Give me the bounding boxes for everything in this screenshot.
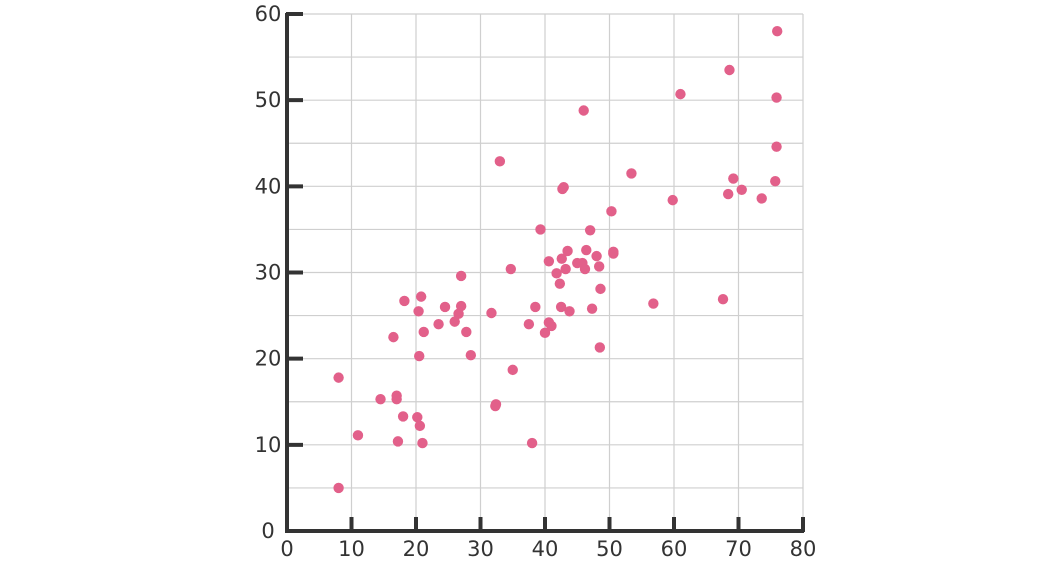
scatter-point bbox=[722, 188, 734, 200]
tick-labels: 0 10 20 30 40 50 60 0 10 20 30 40 50 60 70 80 bbox=[255, 2, 817, 561]
scatter-point bbox=[486, 307, 497, 319]
gridlines bbox=[287, 13, 804, 531]
scatter-point bbox=[418, 326, 429, 338]
scatter-point bbox=[728, 173, 739, 184]
scatter-point bbox=[772, 26, 783, 37]
x-tick-label: 0 bbox=[280, 537, 293, 561]
scatter-point bbox=[546, 320, 557, 332]
scatter-point bbox=[736, 184, 747, 195]
x-tick-label: 40 bbox=[532, 537, 559, 561]
scatter-point bbox=[507, 364, 518, 376]
scatter-point bbox=[392, 436, 404, 447]
y-tick-label: 10 bbox=[255, 433, 282, 457]
scatter-point bbox=[608, 246, 619, 258]
scatter-point bbox=[594, 342, 606, 353]
scatter-point bbox=[578, 105, 589, 116]
scatter-point bbox=[352, 430, 364, 441]
scatter-point bbox=[579, 263, 591, 275]
y-tick-label: 20 bbox=[255, 347, 282, 371]
scatter-point bbox=[523, 319, 535, 330]
scatter-point bbox=[415, 291, 427, 302]
y-tick-label: 50 bbox=[255, 88, 282, 112]
scatter-point bbox=[413, 306, 424, 317]
scatter-point bbox=[584, 225, 596, 236]
y-tick-label: 40 bbox=[255, 174, 282, 198]
x-tick-label: 30 bbox=[467, 537, 494, 561]
scatter-point bbox=[551, 268, 562, 279]
x-tick-label: 70 bbox=[725, 537, 752, 561]
data-points bbox=[333, 26, 783, 494]
scatter-point bbox=[505, 263, 517, 275]
scatter-point bbox=[543, 256, 555, 267]
scatter-point bbox=[417, 437, 428, 449]
scatter-point bbox=[717, 294, 729, 305]
scatter-point bbox=[581, 244, 592, 256]
x-tick-label: 80 bbox=[790, 537, 817, 561]
scatter-point bbox=[555, 301, 567, 313]
scatter-point bbox=[606, 206, 617, 217]
y-tick-label: 60 bbox=[255, 2, 282, 26]
scatter-point bbox=[724, 64, 735, 76]
scatter-point bbox=[530, 301, 541, 313]
scatter-point bbox=[564, 306, 575, 317]
scatter-point bbox=[556, 253, 567, 264]
x-tick-label: 20 bbox=[403, 537, 430, 561]
scatter-point bbox=[455, 300, 467, 312]
scatter-point bbox=[648, 298, 659, 309]
scatter-point bbox=[375, 393, 386, 405]
x-tick-label: 50 bbox=[596, 537, 623, 561]
scatter-point bbox=[756, 193, 767, 204]
scatter-point bbox=[494, 156, 506, 167]
x-tick-label: 10 bbox=[338, 537, 365, 561]
scatter-point bbox=[414, 420, 426, 432]
scatter-point bbox=[771, 141, 782, 152]
scatter-point bbox=[558, 181, 569, 193]
y-tick-label: 30 bbox=[255, 261, 282, 285]
scatter-point bbox=[771, 92, 782, 103]
scatter-point bbox=[391, 393, 402, 405]
scatter-point bbox=[591, 250, 602, 262]
scatter-point bbox=[667, 194, 678, 206]
scatter-point bbox=[388, 331, 399, 343]
scatter-point bbox=[593, 261, 605, 272]
scatter-point bbox=[461, 326, 472, 338]
scatter-point bbox=[675, 88, 686, 100]
scatter-point bbox=[399, 295, 410, 307]
scatter-point bbox=[562, 245, 573, 257]
scatter-point bbox=[554, 278, 566, 289]
scatter-point bbox=[397, 411, 409, 422]
scatter-point bbox=[560, 263, 571, 275]
axes bbox=[285, 12, 805, 533]
scatter-point bbox=[526, 437, 538, 449]
scatter-point bbox=[535, 224, 546, 235]
scatter-point bbox=[595, 283, 606, 295]
scatter-point bbox=[586, 303, 598, 314]
scatter-point bbox=[333, 482, 344, 494]
scatter-point bbox=[455, 270, 467, 282]
scatter-point bbox=[770, 175, 781, 187]
scatter-point bbox=[333, 372, 344, 383]
scatter-point bbox=[439, 301, 451, 313]
y-tick-label: 0 bbox=[261, 519, 274, 543]
scatter-point bbox=[414, 350, 425, 362]
scatter-point bbox=[465, 350, 477, 361]
scatter-point bbox=[433, 319, 444, 330]
scatter-point bbox=[626, 168, 637, 179]
scatter-point bbox=[412, 412, 423, 423]
x-tick-label: 60 bbox=[661, 537, 688, 561]
scatter-point bbox=[539, 327, 551, 339]
scatter-point bbox=[449, 316, 460, 327]
scatter-point bbox=[490, 399, 502, 410]
